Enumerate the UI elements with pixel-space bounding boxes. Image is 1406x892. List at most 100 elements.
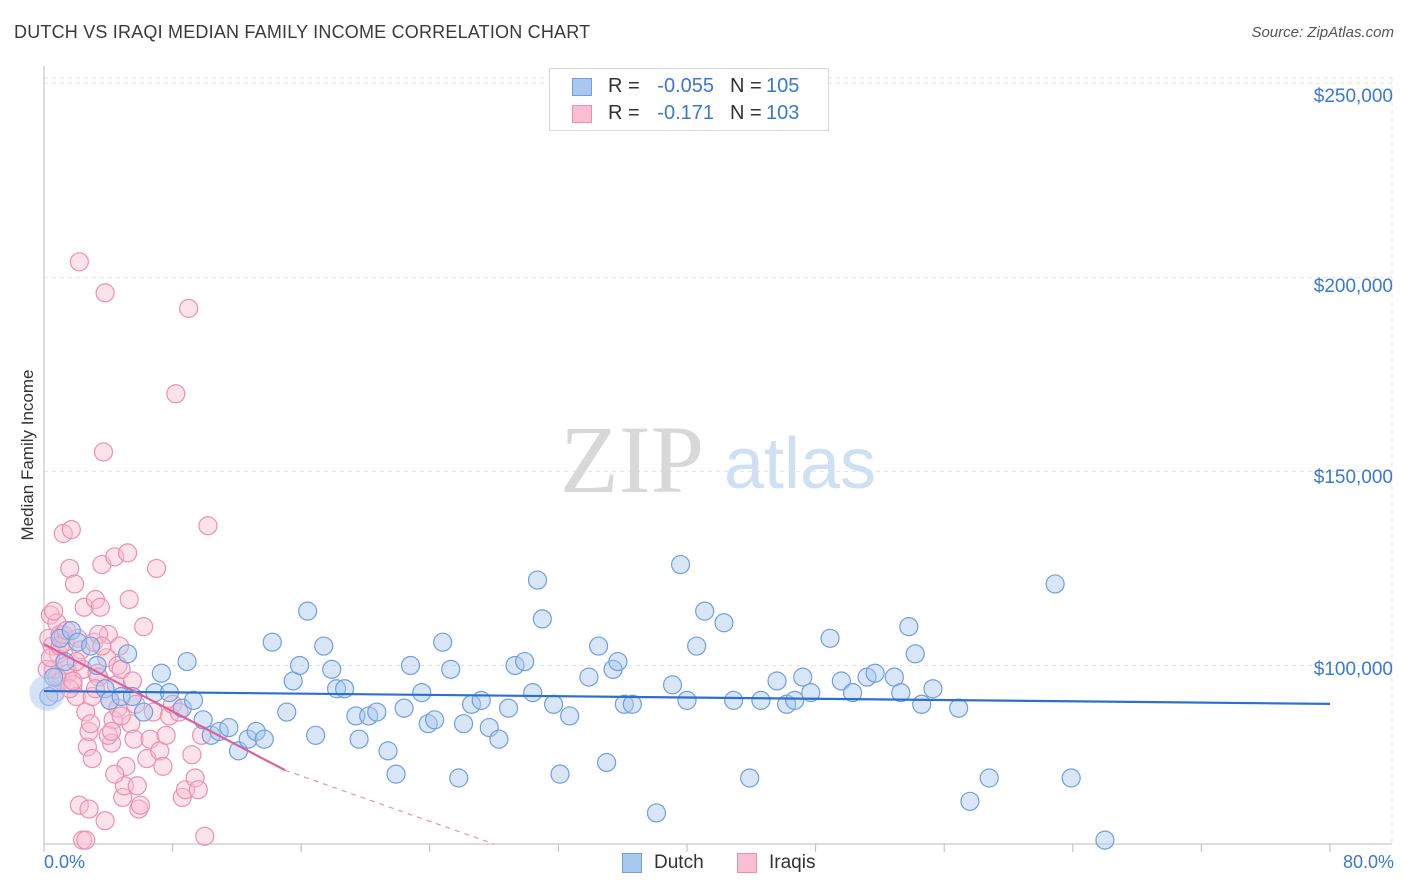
point-dutch-72 (677, 690, 697, 710)
point-iraqis-16 (64, 574, 85, 594)
point-dutch-63 (588, 636, 609, 656)
point-iraqis-25 (79, 721, 99, 742)
legend-r-label: R = (608, 75, 640, 97)
point-dutch-61 (560, 706, 580, 726)
bottom-legend-swatch-dutch (622, 853, 642, 873)
point-dutch-104 (117, 644, 138, 664)
legend-r-value: -0.055 (657, 75, 714, 97)
point-iraqis-48 (116, 756, 136, 776)
point-dutch-95 (949, 698, 969, 718)
point-iraqis-94 (85, 679, 106, 699)
point-dutch-85 (831, 671, 851, 691)
point-iraqis-58 (134, 617, 154, 637)
point-dutch-23 (254, 729, 274, 749)
point-dutch-19 (219, 717, 239, 738)
trend-lines (43, 643, 1331, 845)
point-dutch-52 (489, 729, 509, 749)
point-dutch-5 (95, 679, 115, 699)
point-dutch-25 (277, 702, 297, 722)
point-dutch-88 (865, 663, 885, 683)
gridlines (44, 77, 1393, 844)
point-dutch-71 (670, 554, 691, 575)
point-dutch-31 (322, 659, 342, 679)
series-iraqis (37, 252, 218, 850)
point-iraqis-13 (60, 558, 80, 579)
point-iraqis-91 (76, 830, 96, 850)
trend-line-dutch (43, 689, 1331, 705)
point-dutch-9 (134, 702, 154, 722)
point-dutch-68 (622, 694, 642, 714)
point-dutch-1 (61, 620, 81, 641)
point-iraqis-68 (166, 384, 186, 404)
point-dutch-79 (767, 671, 787, 691)
point-iraqis-49 (117, 543, 138, 563)
bottom-legend-label-dutch: Dutch (654, 852, 704, 873)
point-iraqis-35 (95, 283, 115, 303)
point-dutch-82 (793, 667, 813, 687)
point-dutch-29 (306, 725, 326, 745)
point-iraqis-96 (92, 636, 112, 656)
point-dutch-92 (905, 644, 925, 664)
x-tick-label-min: 0.0% (44, 852, 86, 872)
point-dutch-99 (1061, 768, 1081, 788)
point-iraqis-55 (127, 776, 147, 796)
point-dutch-11 (151, 663, 171, 683)
point-iraqis-61 (143, 702, 163, 722)
watermark-zip: ZIP (560, 406, 704, 513)
point-dutch-97 (979, 768, 999, 788)
point-dutch-27 (289, 655, 310, 676)
point-dutch-69 (646, 803, 667, 823)
point-dutch-73 (687, 636, 707, 656)
point-dutch-78 (751, 690, 771, 710)
point-iraqis-22 (74, 597, 94, 617)
y-tick-label-150000: $150,000 (1313, 467, 1393, 488)
point-iraqis-87 (63, 671, 83, 691)
point-dutch-94 (923, 679, 943, 699)
point-iraqis-89 (69, 795, 89, 815)
point-iraqis-81 (44, 601, 64, 621)
point-iraqis-36 (97, 648, 117, 668)
point-iraqis-64 (153, 756, 173, 776)
point-dutch-93 (912, 694, 932, 714)
point-iraqis-27 (82, 749, 102, 769)
point-dutch-81 (785, 690, 805, 710)
point-dutch-42 (412, 683, 432, 703)
point-dutch-41 (400, 655, 421, 676)
point-dutch-39 (386, 764, 406, 784)
point-dutch-15 (183, 690, 204, 710)
point-iraqis-19 (69, 252, 89, 272)
series-dutch (29, 554, 1115, 850)
point-dutch-66 (608, 651, 628, 672)
axes (43, 66, 1392, 852)
point-dutch-70 (662, 675, 683, 695)
point-iraqis-92 (79, 799, 99, 819)
legend-r-label: R = (608, 102, 640, 124)
point-dutch-77 (740, 768, 760, 788)
point-iraqis-78 (198, 516, 218, 536)
point-dutch-90 (891, 683, 911, 703)
point-iraqis-77 (195, 826, 215, 846)
point-dutch-30 (314, 636, 334, 656)
legend-n-value: 103 (766, 102, 800, 124)
point-iraqis-32 (90, 597, 110, 617)
point-dutch-54 (505, 655, 525, 676)
legend-r-value: -0.171 (657, 102, 714, 124)
point-dutch-44 (425, 710, 445, 730)
point-iraqis-34 (93, 442, 114, 462)
chart-title: DUTCH VS IRAQI MEDIAN FAMILY INCOME CORR… (14, 22, 591, 42)
point-dutch-100 (1095, 830, 1115, 850)
trend-line-iraqis (43, 643, 286, 772)
point-iraqis-14 (61, 520, 81, 540)
point-dutch-24 (262, 632, 282, 652)
point-dutch-50 (471, 690, 491, 710)
bottom-legend-label-iraqis: Iraqis (769, 852, 816, 873)
point-dutch-64 (597, 752, 617, 773)
point-dutch-58 (532, 609, 552, 629)
point-iraqis-99 (101, 721, 122, 742)
point-iraqis-51 (121, 714, 141, 734)
point-iraqis-65 (156, 725, 176, 745)
point-dutch-28 (298, 601, 318, 621)
point-dutch-55 (515, 651, 535, 672)
point-iraqis-50 (119, 589, 139, 610)
